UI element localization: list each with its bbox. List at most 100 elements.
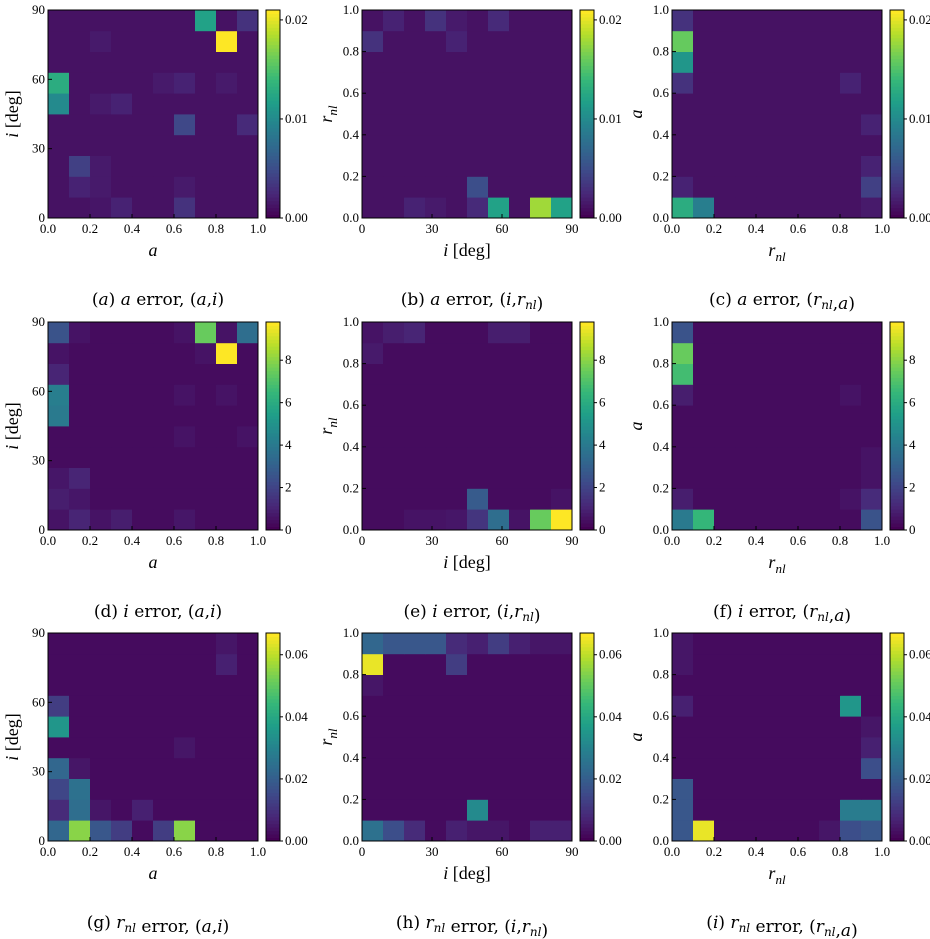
colorbar-step [580,837,594,842]
heatmap-cell [404,176,426,198]
heatmap-cell [446,51,468,73]
colorbar-step [266,13,280,18]
colorbar-step [890,653,904,658]
heatmap-cell [861,820,883,842]
colorbar-step [890,110,904,115]
heatmap-cell [861,799,883,821]
heatmap-cell [404,426,426,448]
heatmap-cell [488,799,510,821]
colorbar-step [266,138,280,143]
heatmap-cell [216,757,238,779]
colorbar-frame [889,9,905,219]
colorbar-step [890,120,904,125]
colorbar-step [890,457,904,462]
heatmap-cell [195,674,217,696]
heatmap-cell [693,716,715,738]
colorbar-step [580,405,594,410]
colorbar-step [580,141,594,146]
heatmap-cell [69,488,91,510]
heatmap-cell [672,653,694,675]
heatmap-cell [153,820,175,842]
heatmap-cell [777,322,799,344]
heatmap-cell [756,446,778,468]
heatmap-cell [446,674,468,696]
colorbar-step [890,138,904,143]
colorbar-step [266,23,280,28]
colorbar-step [266,820,280,825]
colorbar-step [266,322,280,326]
heatmap-cell [693,342,715,364]
colorbar-step [890,408,904,413]
colorbar-step [890,114,904,118]
colorbar-step [266,481,280,486]
colorbar-step [580,778,594,783]
heatmap-cell [174,72,196,94]
heatmap-cell [467,757,489,779]
heatmap-cell [362,72,384,94]
heatmap-cell [216,467,238,489]
colorbar-tick-label: 8 [285,352,292,367]
heatmap-cell [216,10,238,32]
colorbar-step [580,391,594,396]
heatmap-cell [735,93,757,115]
heatmap-cell [69,155,91,177]
heatmap-cell [404,674,426,696]
heatmap-cell [735,446,757,468]
colorbar-step [580,754,594,759]
heatmap-cell [819,405,841,427]
colorbar-step [890,712,904,717]
heatmap-cell [672,363,694,385]
heatmap-cell [111,716,133,738]
heatmap-cell [467,176,489,198]
heatmap-cell [488,778,510,800]
heatmap-cell [488,488,510,510]
colorbar-step [266,377,280,382]
heatmap-cell [756,695,778,717]
heatmap-cell [530,405,552,427]
heatmap-cell [48,509,70,531]
heatmap-cell [551,405,573,427]
colorbar-step [266,478,280,482]
heatmap-cell [174,820,196,842]
colorbar-step [890,159,904,164]
x-tick-label: 0 [359,221,366,236]
colorbar-step [580,464,594,469]
heatmap-cell [756,72,778,94]
heatmap-cell [48,467,70,489]
y-tick-label: 90 [32,314,45,329]
colorbar-tick-label: 0.02 [285,12,308,27]
heatmap-cell [861,197,883,219]
colorbar-step [266,429,280,434]
colorbar-step [890,664,904,669]
heatmap-cell [735,384,757,406]
colorbar-step [890,698,904,703]
colorbar-step [266,10,280,14]
heatmap-cell [383,114,405,136]
heatmap-cell [404,488,426,510]
colorbar-step [890,505,904,510]
x-tick-label: 0.8 [208,221,224,236]
heatmap-cell [111,384,133,406]
heatmap-cell [237,176,259,198]
heatmap-cell [48,488,70,510]
heatmap-cell [819,426,841,448]
heatmap-cell [819,51,841,73]
colorbar-step [266,176,280,181]
colorbar-step [266,100,280,105]
heatmap-cell [237,633,259,655]
heatmap-cell [362,757,384,779]
heatmap-cell [383,633,405,655]
heatmap-cell [509,197,531,219]
heatmap-cell [488,114,510,136]
heatmap-cell [777,757,799,779]
colorbar-step [890,37,904,42]
y-tick-label: 0.2 [343,168,359,183]
heatmap-cell [777,799,799,821]
heatmap-cell [195,342,217,364]
colorbar-step [890,391,904,396]
heatmap-cell [551,426,573,448]
heatmap-cell [362,51,384,73]
colorbar-step [890,68,904,73]
heatmap-cell [237,363,259,385]
colorbar-step [266,148,280,153]
